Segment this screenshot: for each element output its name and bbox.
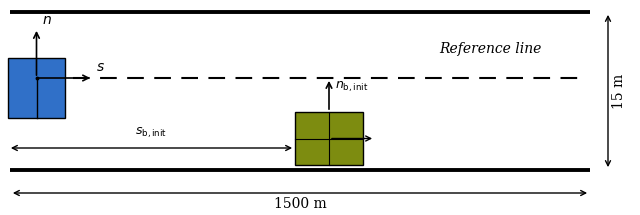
Text: Reference line: Reference line <box>439 42 541 56</box>
Text: 1500 m: 1500 m <box>274 197 326 211</box>
Text: $n_{\mathrm{b,init}}$: $n_{\mathrm{b,init}}$ <box>335 80 369 94</box>
Text: $n$: $n$ <box>42 13 51 27</box>
Text: 15 m: 15 m <box>612 73 626 109</box>
Text: $s_{\mathrm{b,init}}$: $s_{\mathrm{b,init}}$ <box>136 126 168 140</box>
Text: $s$: $s$ <box>96 60 105 74</box>
Bar <box>8 58 65 118</box>
Bar <box>295 112 363 165</box>
